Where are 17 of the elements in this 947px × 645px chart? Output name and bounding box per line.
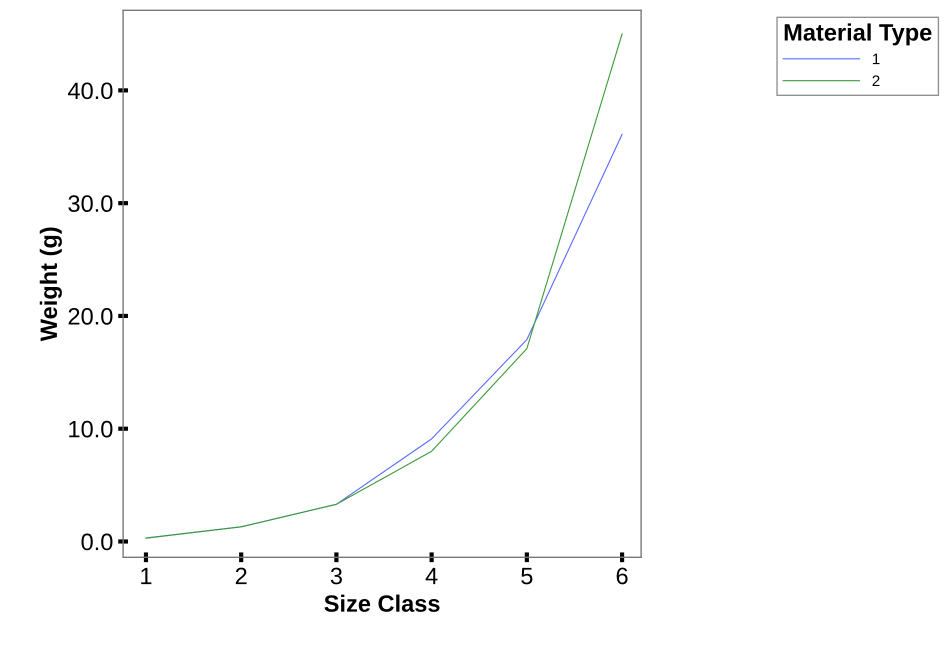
x-tick-label: 1 (141, 568, 152, 584)
y-tick-label: 10.0 (69, 420, 112, 438)
legend-label: 2 (872, 75, 880, 86)
y-tick-label: 20.0 (68, 308, 112, 325)
y-tick-label: 30.0 (68, 195, 112, 212)
y-axis-title: Weight (g) (40, 227, 62, 342)
x-tick-label: 3 (330, 568, 342, 584)
y-tick-label: 0.0 (81, 534, 112, 550)
line-series (145, 33, 623, 539)
x-tick-label: 6 (616, 568, 628, 584)
x-tick-label: 2 (236, 568, 247, 584)
y-tick-label: 40.0 (68, 82, 112, 100)
x-axis-title: Size Class (324, 594, 440, 612)
x-tick-label: 4 (426, 568, 438, 584)
legend-title: Material Type (784, 23, 932, 46)
x-tick-label: 5 (521, 568, 532, 584)
legend-label: 1 (872, 54, 880, 64)
